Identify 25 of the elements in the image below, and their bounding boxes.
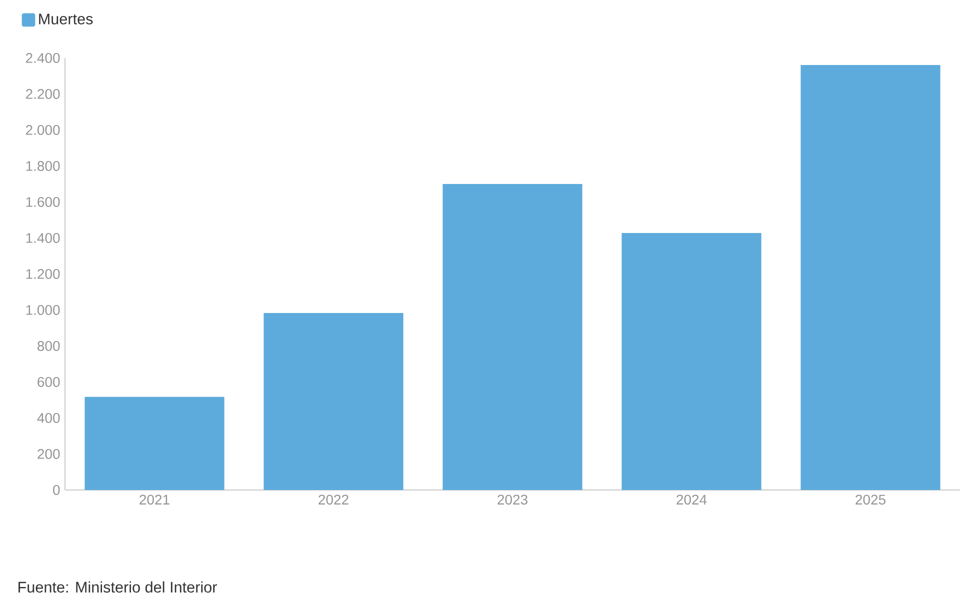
- bar: [84, 396, 224, 490]
- y-tick-label: 1.400: [26, 233, 60, 243]
- y-tick-label: 1.000: [26, 305, 60, 315]
- x-tick-label: 2024: [676, 494, 707, 505]
- y-tick-label: 2.000: [26, 125, 60, 135]
- bar: [800, 65, 940, 490]
- bar: [264, 313, 404, 490]
- y-tick-label: 1.200: [26, 269, 60, 279]
- bar: [622, 232, 762, 490]
- y-tick-label: 200: [38, 449, 60, 459]
- x-tick-label: 2022: [318, 494, 348, 505]
- bar: [442, 184, 582, 490]
- y-tick-label: 800: [38, 341, 60, 351]
- y-tick-label: 400: [37, 413, 60, 423]
- y-tick-label: 2.400: [26, 53, 60, 63]
- x-tick-label: 2023: [498, 494, 528, 505]
- legend-label: Muertes: [39, 14, 93, 24]
- x-tick-label: 2021: [140, 494, 170, 505]
- y-tick-label: 1.800: [26, 161, 60, 171]
- source-note: Fuente: Ministerio del Interior: [18, 581, 217, 593]
- y-tick-label: 0: [53, 485, 60, 495]
- y-tick-label: 2.200: [26, 89, 60, 99]
- y-tick-label: 1.600: [26, 197, 60, 207]
- x-tick-label: 2025: [856, 494, 886, 505]
- y-tick-label: 600: [38, 377, 60, 387]
